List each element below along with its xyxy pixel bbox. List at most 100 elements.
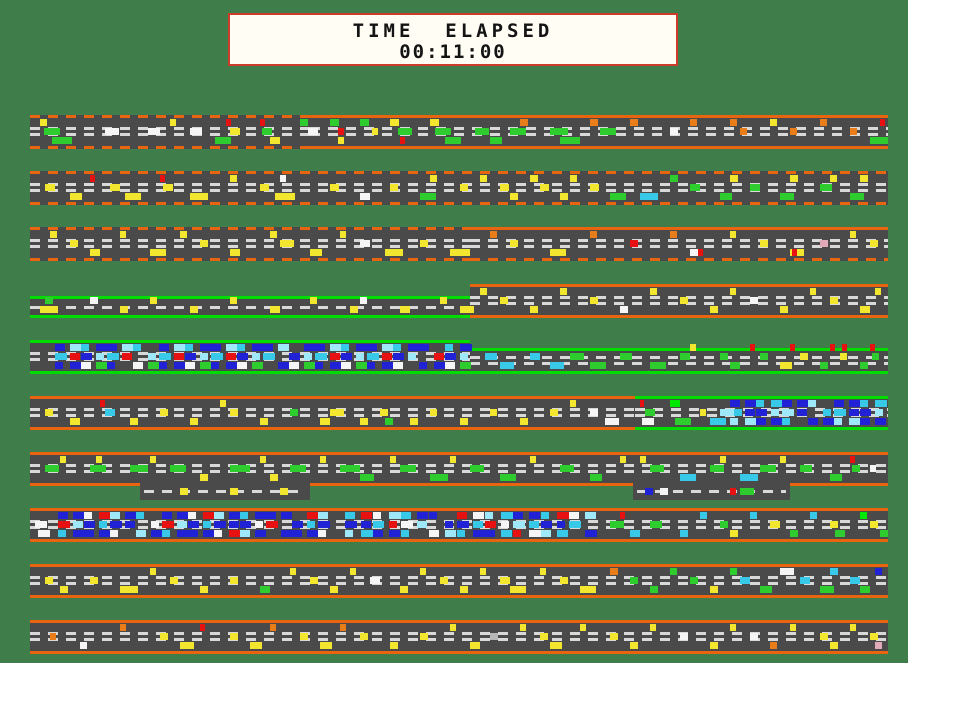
car xyxy=(361,521,371,528)
road-border-bottom xyxy=(30,315,470,318)
car xyxy=(382,353,392,360)
car xyxy=(290,465,306,472)
car xyxy=(529,521,539,528)
car xyxy=(270,137,280,144)
lane-marking xyxy=(310,127,888,130)
car xyxy=(262,128,272,135)
car xyxy=(150,568,156,575)
car xyxy=(680,530,688,537)
car xyxy=(590,474,602,481)
car xyxy=(211,344,221,351)
car xyxy=(860,409,871,416)
car xyxy=(610,521,624,528)
car xyxy=(740,474,758,481)
car xyxy=(320,418,330,425)
car xyxy=(429,530,439,537)
car xyxy=(710,306,718,313)
car xyxy=(389,512,401,519)
road-border-top xyxy=(635,396,888,399)
time-elapsed-value: 00:11:00 xyxy=(399,41,507,63)
car xyxy=(870,633,878,640)
car xyxy=(211,353,223,360)
lane-marking xyxy=(470,362,888,365)
car xyxy=(850,624,856,631)
car xyxy=(390,184,398,191)
car xyxy=(170,119,176,126)
car xyxy=(445,344,453,351)
car xyxy=(73,512,84,519)
car xyxy=(849,418,861,425)
road-border-top xyxy=(30,508,888,511)
car xyxy=(162,512,172,519)
car xyxy=(810,512,817,519)
lane-marking xyxy=(470,296,888,299)
car xyxy=(730,624,736,631)
lane-marking xyxy=(30,189,888,192)
car xyxy=(880,530,888,537)
car xyxy=(361,512,372,519)
car xyxy=(605,418,619,425)
car xyxy=(330,409,344,416)
car xyxy=(44,128,60,135)
road-border-top xyxy=(470,227,888,230)
car xyxy=(870,137,888,144)
car xyxy=(875,288,881,295)
car xyxy=(430,474,448,481)
car xyxy=(830,474,842,481)
car xyxy=(200,353,208,360)
car xyxy=(55,362,63,369)
car xyxy=(58,521,70,528)
car xyxy=(200,586,208,593)
car xyxy=(730,400,740,407)
car xyxy=(570,175,577,182)
road-border-top xyxy=(30,452,888,455)
car xyxy=(780,306,788,313)
car xyxy=(429,512,437,519)
car xyxy=(550,642,562,649)
road-3 xyxy=(30,227,888,279)
road-segment xyxy=(470,227,888,261)
car xyxy=(73,521,83,528)
car xyxy=(460,184,468,191)
car xyxy=(750,344,755,351)
car xyxy=(590,119,598,126)
car xyxy=(203,512,215,519)
car xyxy=(148,128,160,135)
car xyxy=(275,193,295,200)
car xyxy=(756,409,767,416)
car xyxy=(367,353,379,360)
car xyxy=(782,418,790,425)
car xyxy=(401,530,409,537)
car xyxy=(580,586,596,593)
car xyxy=(842,344,847,351)
car xyxy=(356,344,368,351)
car xyxy=(130,465,148,472)
time-elapsed-title: TIME ELAPSED xyxy=(352,20,554,42)
car xyxy=(84,530,94,537)
lane-marking xyxy=(310,133,888,136)
car xyxy=(159,353,171,360)
car xyxy=(330,362,342,369)
car xyxy=(160,633,168,640)
car xyxy=(569,521,581,528)
car xyxy=(485,353,497,360)
car xyxy=(419,362,427,369)
car xyxy=(70,240,78,247)
car xyxy=(541,521,552,528)
car xyxy=(501,521,509,528)
car xyxy=(872,353,879,360)
car xyxy=(680,633,688,640)
car xyxy=(490,633,498,640)
road-border-top xyxy=(30,227,470,230)
car xyxy=(360,418,368,425)
car xyxy=(557,530,568,537)
car xyxy=(99,530,110,537)
car xyxy=(280,488,288,495)
lane-marking xyxy=(30,576,888,579)
car xyxy=(177,521,187,528)
car xyxy=(610,193,626,200)
car xyxy=(790,128,797,135)
car xyxy=(745,418,757,425)
car xyxy=(500,474,516,481)
